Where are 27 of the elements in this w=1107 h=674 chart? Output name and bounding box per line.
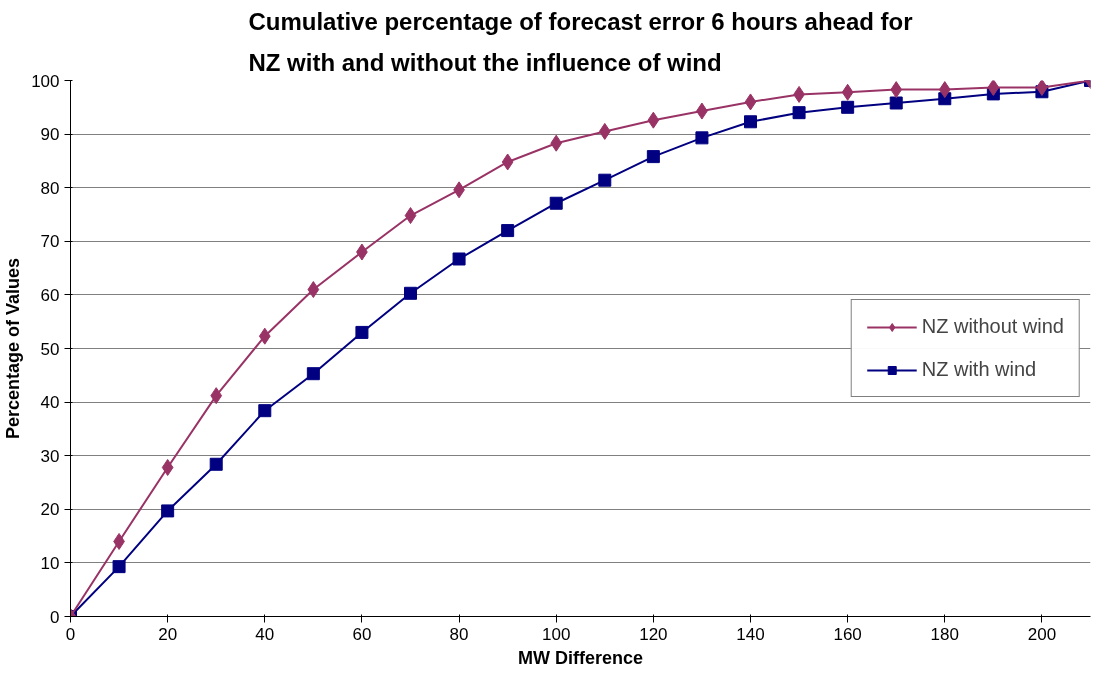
x-tick-label: 0 <box>65 624 76 644</box>
y-tick-label: 20 <box>40 500 60 520</box>
y-tick-label: 90 <box>40 125 60 145</box>
y-tick-label: 80 <box>40 178 60 198</box>
x-tick-label: 60 <box>352 624 372 644</box>
x-tick-label: 180 <box>930 624 959 644</box>
x-tick-label: 80 <box>449 624 469 644</box>
y-tick-label: 60 <box>40 285 60 305</box>
y-tick-label: 10 <box>40 553 60 573</box>
y-tick-label: 100 <box>31 71 60 91</box>
legend-label: NZ without wind <box>921 315 1064 338</box>
x-tick-label: 160 <box>833 624 862 644</box>
x-tick-label: 100 <box>542 624 571 644</box>
y-tick-label: 70 <box>40 232 60 252</box>
x-tick-label: 140 <box>736 624 765 644</box>
x-axis-title: MW Difference <box>517 647 644 668</box>
legend-label: NZ with wind <box>921 358 1037 381</box>
y-tick-label: 50 <box>40 339 60 359</box>
y-axis-title: Percentage of Values <box>3 257 24 440</box>
x-tick-label: 20 <box>158 624 178 644</box>
x-tick-label: 200 <box>1027 624 1057 644</box>
x-tick-label: 40 <box>255 624 275 644</box>
x-tick-label: 120 <box>639 624 668 644</box>
y-tick-label: 0 <box>50 607 60 627</box>
y-tick-label: 30 <box>40 446 60 466</box>
chart-title: Cumulative percentage of forecast error 6 hours ahead for NZ with and without the influence of wind <box>248 8 913 76</box>
y-tick-label: 40 <box>40 393 60 413</box>
